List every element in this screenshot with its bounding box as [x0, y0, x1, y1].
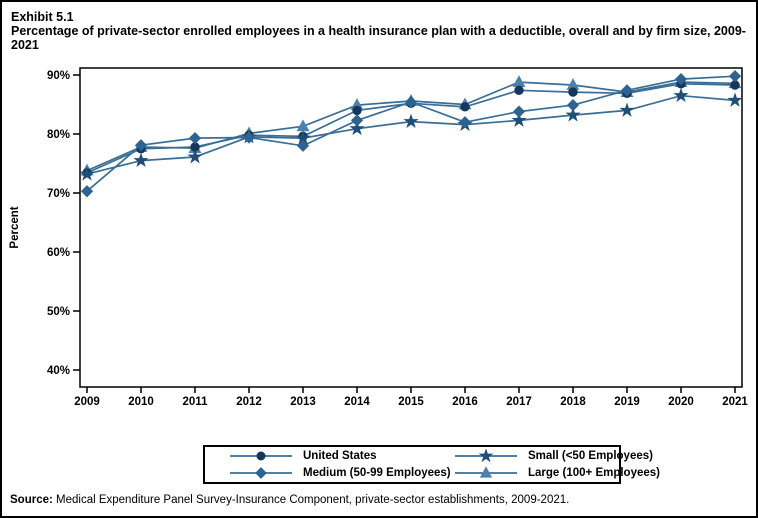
circle-marker	[460, 102, 470, 112]
x-tick-label: 2012	[236, 396, 262, 408]
series-line-diamond	[86, 75, 736, 192]
x-tick-label: 2015	[398, 396, 424, 408]
diamond-marker	[188, 132, 202, 145]
legend-item-diamond: Medium (50-99 Employees)	[229, 465, 454, 481]
chart-title-block: Exhibit 5.1 Percentage of private-sector…	[11, 10, 753, 52]
star-marker	[79, 166, 95, 181]
x-tick-label: 2018	[560, 396, 586, 408]
x-tick-label: 2017	[506, 396, 532, 408]
star-legend-icon	[454, 448, 518, 463]
y-tick-label: 40%	[47, 365, 70, 377]
diamond-marker	[350, 114, 364, 127]
y-tick-label: 50%	[47, 306, 70, 318]
diamond-marker	[566, 98, 580, 112]
diamond-marker	[512, 105, 526, 118]
exhibit-label: Exhibit 5.1	[11, 10, 74, 24]
source-text: Medical Expenditure Panel Survey-Insuran…	[52, 494, 570, 506]
diamond-marker	[728, 70, 742, 83]
circle-marker	[568, 87, 578, 97]
x-tick-label: 2016	[452, 396, 478, 408]
source-prefix: Source:	[10, 494, 53, 506]
legend-item-star: Small (<50 Employees)	[454, 448, 660, 464]
diamond-marker	[134, 139, 148, 152]
y-tick-label: 70%	[47, 188, 70, 200]
x-tick-label: 2019	[614, 396, 640, 408]
y-tick-label: 90%	[47, 70, 70, 82]
diamond-marker	[404, 96, 418, 109]
legend-item-label: Medium (50-99 Employees)	[303, 467, 451, 479]
legend-item-label: United States	[303, 450, 377, 462]
star-marker	[511, 112, 527, 127]
chart-title: Percentage of private-sector enrolled em…	[11, 24, 746, 52]
star-marker	[727, 92, 743, 107]
diamond-marker	[458, 116, 472, 129]
x-tick-label: 2009	[74, 396, 100, 408]
legend-item-label: Large (100+ Employees)	[528, 467, 660, 479]
star-marker	[403, 113, 419, 129]
diamond-marker	[620, 84, 634, 97]
triangle-legend-icon	[454, 466, 518, 480]
legend-item-circle: United States	[229, 448, 454, 464]
diamond-marker	[242, 131, 256, 144]
star-marker	[187, 149, 203, 164]
triangle-marker	[512, 75, 526, 87]
diamond-marker	[296, 139, 310, 152]
legend-item-triangle: Large (100+ Employees)	[454, 465, 660, 481]
x-tick-label: 2021	[722, 396, 748, 408]
star-marker	[349, 120, 365, 136]
x-tick-label: 2010	[128, 396, 154, 408]
circle-marker	[352, 105, 362, 116]
y-tick-label: 60%	[47, 247, 70, 259]
diamond-marker	[80, 185, 94, 198]
y-axis-label: Percent	[9, 206, 21, 248]
star-marker	[478, 448, 494, 463]
source-note: Source: Medical Expenditure Panel Survey…	[10, 494, 750, 506]
circle-legend-icon	[229, 449, 293, 463]
line-chart: 40% 50% 60% 70% 80% 90% 2009 2010 2011 2012 2013 20…	[9, 67, 748, 408]
star-marker	[619, 102, 635, 117]
star-marker	[133, 152, 149, 168]
circle-marker	[256, 451, 266, 461]
chart-legend: United States Small (<50 Employees) Medium…	[203, 445, 660, 484]
x-tick-label: 2020	[668, 396, 694, 408]
x-tick-label: 2014	[344, 396, 370, 408]
y-tick-label: 80%	[47, 129, 70, 141]
diamond-marker	[674, 73, 688, 86]
legend-item-label: Small (<50 Employees)	[528, 450, 653, 462]
star-marker	[673, 87, 689, 103]
diamond-legend-icon	[229, 466, 293, 480]
star-marker	[565, 107, 581, 122]
x-tick-label: 2011	[183, 396, 209, 408]
triangle-marker	[479, 466, 493, 478]
diamond-marker	[255, 467, 267, 479]
x-tick-label: 2013	[290, 396, 316, 408]
circle-marker	[514, 85, 524, 96]
